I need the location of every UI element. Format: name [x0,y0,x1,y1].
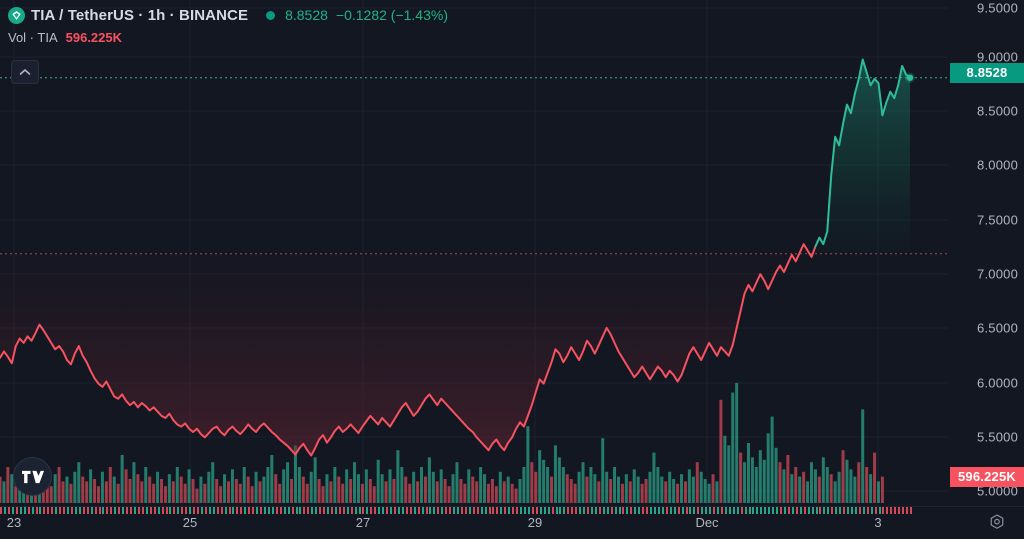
time-tick-1: 25 [182,515,198,530]
price-line [0,58,911,457]
chevron-up-icon[interactable] [11,60,39,84]
price-tick-6: 6.5000 [977,320,1018,336]
price-tick-8: 5.5000 [977,429,1018,445]
chart-plot-area[interactable] [0,0,948,507]
price-tick-7: 6.0000 [977,375,1018,391]
time-scale[interactable]: 23 25 27 29 Dec 3 [0,506,1024,539]
time-tick-3: 29 [527,515,543,530]
tradingview-logo-icon [13,457,52,496]
price-tick-4: 7.5000 [977,212,1018,228]
time-tick-5: 3 [874,515,882,530]
price-tick-0: 9.5000 [977,0,1018,16]
chart-canvas[interactable] [0,0,948,507]
current-price-badge: 8.8528 [950,63,1024,83]
time-scale-tick-strip [0,507,1024,514]
price-tick-1: 9.0000 [977,49,1018,65]
price-area-fill [0,59,910,456]
price-tick-3: 8.0000 [977,157,1018,173]
price-tick-2: 8.5000 [977,103,1018,119]
current-volume-badge: 596.225K [950,467,1024,487]
time-tick-0: 23 [6,515,22,530]
time-tick-4: Dec [695,515,719,530]
price-tick-5: 7.0000 [977,266,1018,282]
time-tick-2: 27 [355,515,371,530]
price-tick-9: 5.0000 [977,483,1018,499]
chart-settings-hex-icon[interactable] [986,511,1008,533]
last-price-marker [905,72,915,83]
volume-bars [0,383,884,503]
price-scale[interactable]: 9.5000 9.0000 8.5000 8.0000 7.5000 7.0000 6.50… [948,0,1024,507]
